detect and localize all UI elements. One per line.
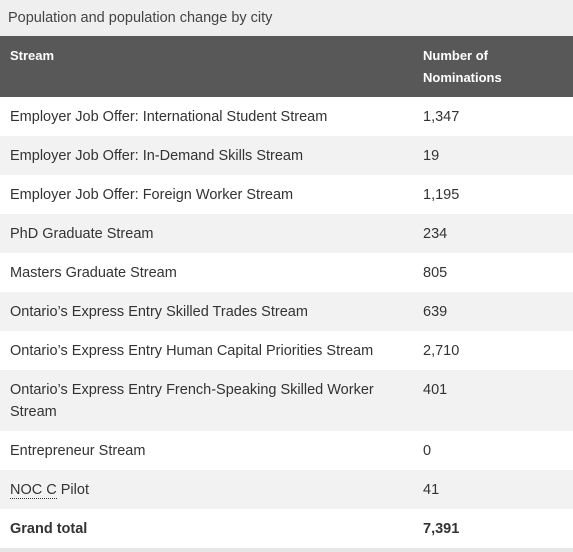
cell-text: PhD Graduate Stream [10,226,154,242]
table-cell: Employer Job Offer: In-Demand Skills Str… [0,136,413,175]
cell-text: Ontario’s Express Entry French-Speaking … [10,382,374,420]
table-row: NOC C Pilot 41 [0,470,573,509]
nominations-table: Stream Number of Nominations Employer Jo… [0,36,573,552]
table-cell: 41 [413,470,573,509]
table-cell: Ontario’s Express Entry Skilled Trades S… [0,292,413,331]
column-header: Number of Nominations [413,36,573,97]
table-caption: Population and population change by city [0,0,573,36]
cell-text: 41 [423,482,440,498]
total-cell: 7,391 [413,509,573,552]
table-cell: Employer Job Offer: International Studen… [0,97,413,136]
table-cell: Entrepreneur Stream [0,431,413,470]
table-cell: 401 [413,370,573,431]
cell-text: Masters Graduate Stream [10,265,177,281]
table-cell: NOC C Pilot [0,470,413,509]
cell-text: 401 [423,382,448,398]
table-row: Employer Job Offer: International Studen… [0,97,573,136]
table-cell: 0 [413,431,573,470]
table-row: Ontario’s Express Entry Skilled Trades S… [0,292,573,331]
table-cell: 639 [413,292,573,331]
cell-text: 0 [423,443,432,459]
table-cell: 19 [413,136,573,175]
table-cell: Employer Job Offer: Foreign Worker Strea… [0,175,413,214]
cell-text: Employer Job Offer: In-Demand Skills Str… [10,148,304,164]
cell-text: Ontario’s Express Entry Human Capital Pr… [10,343,374,359]
table-cell: 1,195 [413,175,573,214]
column-header: Stream [0,36,413,97]
table-cell: 805 [413,253,573,292]
cell-text: 639 [423,304,448,320]
cell-text: 2,710 [423,343,460,359]
table-row: Employer Job Offer: Foreign Worker Strea… [0,175,573,214]
cell-text: Ontario’s Express Entry Skilled Trades S… [10,304,308,320]
total-cell: Grand total [0,509,413,552]
cell-text: 1,347 [423,109,460,125]
table-cell: Ontario’s Express Entry French-Speaking … [0,370,413,431]
cell-text: Employer Job Offer: Foreign Worker Strea… [10,187,294,203]
table-cell: 234 [413,214,573,253]
table-row: Ontario’s Express Entry French-Speaking … [0,370,573,431]
table-row: Ontario’s Express Entry Human Capital Pr… [0,331,573,370]
table-row: Entrepreneur Stream 0 [0,431,573,470]
cell-text: 234 [423,226,448,242]
table-cell: Masters Graduate Stream [0,253,413,292]
table-cell: Ontario’s Express Entry Human Capital Pr… [0,331,413,370]
total-row: Grand total 7,391 [0,509,573,552]
cell-text: NOC C Pilot [10,482,89,499]
table-row: PhD Graduate Stream 234 [0,214,573,253]
table-cell: PhD Graduate Stream [0,214,413,253]
cell-text: 1,195 [423,187,460,203]
cell-text: 19 [423,148,440,164]
table-row: Employer Job Offer: In-Demand Skills Str… [0,136,573,175]
table-cell: 1,347 [413,97,573,136]
header-row: Stream Number of Nominations [0,36,573,97]
table-body: Employer Job Offer: International Studen… [0,97,573,552]
cell-text: Employer Job Offer: International Studen… [10,109,328,125]
cell-text: Entrepreneur Stream [10,443,146,459]
table-row: Masters Graduate Stream 805 [0,253,573,292]
table-cell: 2,710 [413,331,573,370]
cell-text: 805 [423,265,448,281]
